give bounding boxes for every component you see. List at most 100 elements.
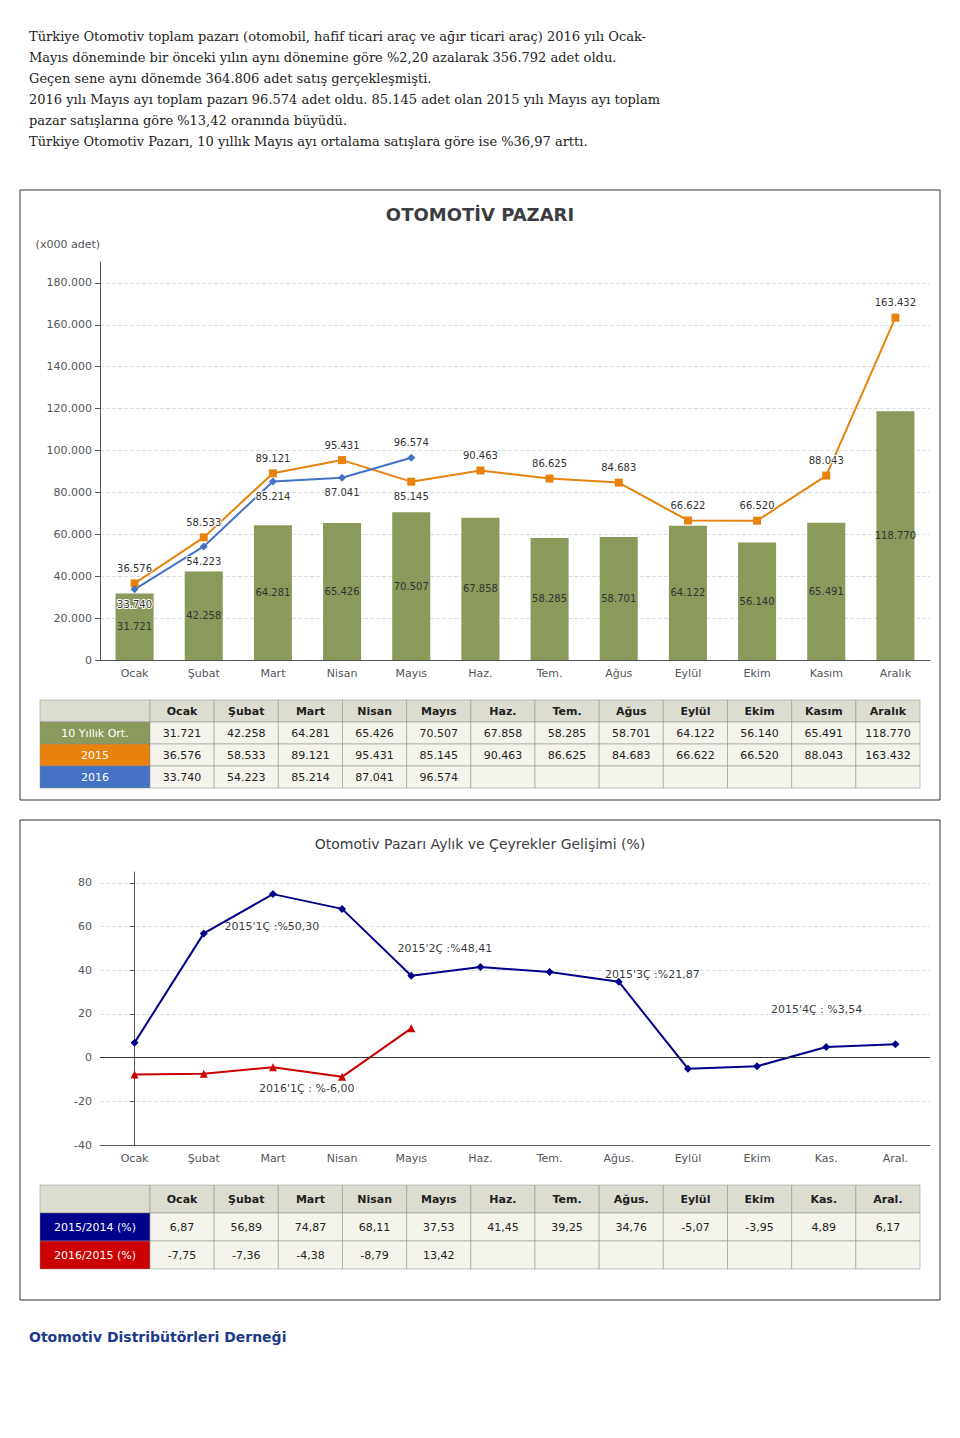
svg-text:2015'3Ç :%21,87: 2015'3Ç :%21,87 xyxy=(605,968,700,981)
svg-text:Aralık: Aralık xyxy=(880,667,912,680)
svg-text:20: 20 xyxy=(78,1007,92,1020)
svg-text:60.000: 60.000 xyxy=(54,528,93,541)
svg-text:2016'1Ç : %-6,00: 2016'1Ç : %-6,00 xyxy=(259,1082,354,1095)
svg-text:Mayıs: Mayıs xyxy=(395,1152,427,1165)
svg-text:Haz.: Haz. xyxy=(489,1193,516,1206)
svg-text:70.507: 70.507 xyxy=(420,727,459,740)
svg-text:-8,79: -8,79 xyxy=(360,1249,388,1262)
svg-text:Şubat: Şubat xyxy=(228,705,264,718)
svg-text:140.000: 140.000 xyxy=(47,360,93,373)
svg-text:Ağus.: Ağus. xyxy=(614,1193,649,1206)
svg-text:Nisan: Nisan xyxy=(327,667,358,680)
svg-text:65.426: 65.426 xyxy=(325,586,360,597)
svg-text:6,87: 6,87 xyxy=(170,1221,195,1234)
svg-text:10 Yıllık Ort.: 10 Yıllık Ort. xyxy=(61,727,128,740)
svg-text:Ekim: Ekim xyxy=(745,705,775,718)
svg-text:2015'4Ç : %3,54: 2015'4Ç : %3,54 xyxy=(771,1003,862,1016)
svg-text:Şubat: Şubat xyxy=(188,1152,221,1165)
svg-text:58.285: 58.285 xyxy=(548,727,587,740)
svg-text:-4,38: -4,38 xyxy=(296,1249,324,1262)
svg-text:66.622: 66.622 xyxy=(676,749,715,762)
svg-text:2016: 2016 xyxy=(81,771,109,784)
svg-text:6,17: 6,17 xyxy=(876,1221,901,1234)
svg-text:Ekim: Ekim xyxy=(744,667,771,680)
svg-text:Tem.: Tem. xyxy=(536,1152,563,1165)
svg-text:Nisan: Nisan xyxy=(327,1152,358,1165)
svg-text:89.121: 89.121 xyxy=(255,453,290,464)
svg-text:Türkiye Otomotiv Pazarı, 10 yı: Türkiye Otomotiv Pazarı, 10 yıllık Mayıs… xyxy=(29,134,588,149)
svg-text:2015'2Ç :%48,41: 2015'2Ç :%48,41 xyxy=(397,942,492,955)
svg-text:96.574: 96.574 xyxy=(394,437,429,448)
svg-text:Eylül: Eylül xyxy=(680,705,710,718)
svg-text:96.574: 96.574 xyxy=(420,771,459,784)
svg-text:Ağus: Ağus xyxy=(616,705,647,718)
svg-text:84.683: 84.683 xyxy=(601,462,636,473)
svg-text:Otomotiv Distribütörleri Derne: Otomotiv Distribütörleri Derneği xyxy=(29,1329,286,1345)
svg-text:Kasım: Kasım xyxy=(805,705,843,718)
svg-text:86.625: 86.625 xyxy=(532,458,567,469)
svg-text:60: 60 xyxy=(78,920,92,933)
svg-text:Ocak: Ocak xyxy=(167,705,198,718)
svg-text:Kas.: Kas. xyxy=(810,1193,837,1206)
svg-text:2015'1Ç :%50,30: 2015'1Ç :%50,30 xyxy=(225,920,320,933)
svg-text:Şubat: Şubat xyxy=(188,667,221,680)
svg-text:Eylül: Eylül xyxy=(675,667,702,680)
svg-text:Haz.: Haz. xyxy=(468,1152,492,1165)
svg-text:2016 yılı Mayıs ayı toplam paz: 2016 yılı Mayıs ayı toplam pazarı 96.574… xyxy=(29,92,363,107)
svg-text:85.214: 85.214 xyxy=(291,771,330,784)
svg-text:-40: -40 xyxy=(74,1139,92,1152)
svg-text:Kas.: Kas. xyxy=(815,1152,838,1165)
svg-text:65.426: 65.426 xyxy=(355,727,394,740)
svg-text:42.258: 42.258 xyxy=(186,610,221,621)
svg-text:Şubat: Şubat xyxy=(228,1193,264,1206)
svg-text:37,53: 37,53 xyxy=(423,1221,455,1234)
svg-text:pazar satışlarına göre %13,42: pazar satışlarına göre %13,42 oranında b… xyxy=(29,113,347,128)
svg-text:33.740: 33.740 xyxy=(163,771,202,784)
svg-text:118.770: 118.770 xyxy=(875,530,916,541)
svg-text:68,11: 68,11 xyxy=(359,1221,391,1234)
svg-text:Mart: Mart xyxy=(296,1193,325,1206)
svg-text:Nisan: Nisan xyxy=(357,1193,392,1206)
svg-text:Ekim: Ekim xyxy=(745,1193,775,1206)
svg-text:56.140: 56.140 xyxy=(740,596,775,607)
svg-text:66.520: 66.520 xyxy=(740,500,775,511)
svg-text:54.223: 54.223 xyxy=(186,556,221,567)
svg-text:118.770: 118.770 xyxy=(865,727,911,740)
svg-text:Mayıs: Mayıs xyxy=(421,705,457,718)
svg-text:Tem.: Tem. xyxy=(536,667,563,680)
svg-text:Eylül: Eylül xyxy=(680,1193,710,1206)
svg-text:2016/2015 (%): 2016/2015 (%) xyxy=(54,1249,136,1262)
svg-text:58.533: 58.533 xyxy=(227,749,266,762)
svg-text:Türkiye Otomotiv toplam pazarı: Türkiye Otomotiv toplam pazarı (otomobil… xyxy=(29,29,646,44)
svg-text:74,87: 74,87 xyxy=(295,1221,327,1234)
svg-text:OTOMOTİV PAZARI: OTOMOTİV PAZARI xyxy=(386,204,574,225)
svg-text:163.432: 163.432 xyxy=(865,749,911,762)
svg-text:85.214: 85.214 xyxy=(255,491,290,502)
svg-text:0: 0 xyxy=(85,654,92,667)
svg-text:163.432: 163.432 xyxy=(875,297,916,308)
svg-text:80.000: 80.000 xyxy=(54,486,93,499)
svg-text:0: 0 xyxy=(85,1051,92,1064)
svg-text:Ağus: Ağus xyxy=(605,667,632,680)
svg-text:33.740: 33.740 xyxy=(117,599,152,610)
svg-text:67.858: 67.858 xyxy=(463,583,498,594)
svg-text:180.000: 180.000 xyxy=(47,276,93,289)
svg-text:120.000: 120.000 xyxy=(47,402,93,415)
svg-text:-20: -20 xyxy=(74,1095,92,1108)
svg-text:58.701: 58.701 xyxy=(601,593,636,604)
svg-text:84.683: 84.683 xyxy=(612,749,651,762)
svg-text:58.701: 58.701 xyxy=(612,727,651,740)
svg-text:Mayıs döneminde bir önceki yıl: Mayıs döneminde bir önceki yılın aynı dö… xyxy=(29,50,616,65)
svg-text:-3,95: -3,95 xyxy=(745,1221,773,1234)
svg-text:Tem.: Tem. xyxy=(553,705,582,718)
svg-text:58.285: 58.285 xyxy=(532,593,567,604)
svg-text:20.000: 20.000 xyxy=(54,612,93,625)
svg-text:56.140: 56.140 xyxy=(740,727,779,740)
svg-text:39,25: 39,25 xyxy=(551,1221,583,1234)
svg-text:90.463: 90.463 xyxy=(484,749,523,762)
svg-text:Ocak: Ocak xyxy=(121,1152,149,1165)
svg-text:-7,75: -7,75 xyxy=(168,1249,196,1262)
svg-text:36.576: 36.576 xyxy=(163,749,202,762)
svg-text:64.122: 64.122 xyxy=(676,727,715,740)
svg-text:64.122: 64.122 xyxy=(670,587,705,598)
